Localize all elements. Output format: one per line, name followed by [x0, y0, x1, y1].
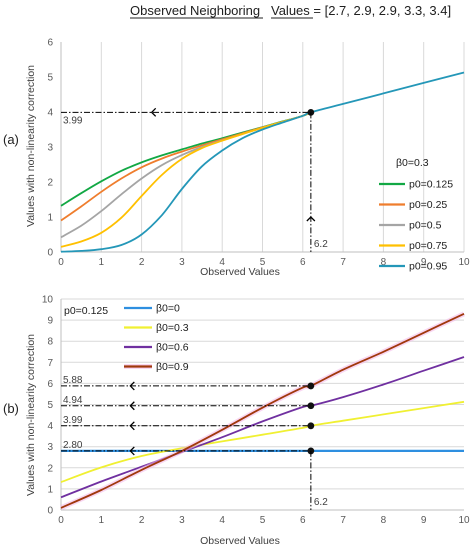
chart-a-annotations: 3.99 6.2	[61, 107, 328, 252]
legend-label: β0=0	[156, 303, 180, 315]
chart-b-series	[59, 311, 466, 511]
chart-b-note: p0=0.125	[64, 305, 108, 317]
legend-label: p0=0.95	[409, 261, 447, 273]
x-tick-label: 7	[340, 257, 346, 268]
legend-label: β0=0.6	[156, 342, 189, 354]
y-tick-label: 6	[47, 379, 53, 390]
y-tick-label: 1	[47, 213, 53, 224]
chart-b-legend: β0=0 β0=0.3 β0=0.6 β0=0.9	[124, 303, 189, 373]
y-tick-label: 6	[47, 38, 53, 49]
x-tick-label: 1	[99, 257, 105, 268]
y-tick-label: 8	[47, 337, 53, 348]
x-tick-label: 1	[99, 515, 105, 526]
chart-b-ylabel: Values with non-linearity correction	[25, 334, 37, 496]
x-tick-label: 9	[421, 257, 427, 268]
chart-b-xlabel: Observed Values	[200, 535, 280, 547]
legend-label: β0=0.9	[156, 361, 189, 373]
series-line	[60, 111, 312, 239]
y-tick-label: 0	[47, 506, 53, 517]
annotation-arrow	[129, 446, 135, 456]
chart-a-legend: β0=0.3 p0=0.125 p0=0.25 p0=0.5 p0=0.75 p0=0.…	[379, 157, 453, 273]
chart-b-ticks: 0 1 2 3 4 5 6 7 8 9 10 0 1 2 3 4 5 6 7 8 9 10	[42, 295, 470, 527]
chart-a-ticks: 0 1 2 3 4 5 6 7 8 9 10 0 1 2 3 4 5 6	[47, 38, 470, 269]
series-line	[60, 111, 312, 222]
x-tick-label: 10	[458, 515, 470, 526]
x-tick-label: 0	[58, 257, 64, 268]
chart-b: (b) 0 1 2 3 4 5 6 7 8 9 10 0 1 2 3 4 5 6 7 8 9 10 5.88 4.94 3.9…	[3, 295, 470, 548]
y-tick-label: 2	[47, 178, 53, 189]
panel-label-a: (a)	[3, 132, 19, 147]
x-tick-label: 6	[300, 515, 306, 526]
chart-a-xlabel: Observed Values	[200, 266, 280, 278]
y-tick-label: 3	[47, 143, 53, 154]
annotation-y-label: 3.99	[63, 415, 83, 426]
annotation-y-label: 3.99	[63, 115, 83, 126]
x-tick-label: 5	[260, 515, 266, 526]
legend-label: p0=0.75	[409, 240, 447, 252]
series-line	[60, 111, 312, 248]
annotation-point	[307, 422, 315, 430]
header-right: Values = [2.7, 2.9, 2.9, 3.3, 3.4]	[271, 3, 451, 18]
chart-a-grid	[60, 42, 465, 252]
y-tick-label: 5	[47, 73, 53, 84]
y-tick-label: 4	[47, 108, 53, 119]
legend-label: β0=0.3	[156, 322, 189, 334]
annotation-arrow	[150, 107, 157, 117]
annotation-point	[307, 382, 315, 390]
legend-label: p0=0.25	[409, 199, 447, 211]
annotation-y-label: 2.80	[63, 440, 83, 451]
chart-a-legend-title: β0=0.3	[396, 157, 429, 169]
x-tick-label: 8	[381, 257, 387, 268]
annotation-arrow-up	[306, 216, 316, 222]
annotation-arrow	[129, 421, 135, 431]
annotation-y-label: 5.88	[63, 375, 83, 386]
series-line	[60, 356, 465, 499]
chart-a-axes	[60, 42, 464, 253]
series-line	[60, 71, 465, 253]
chart-b-axes	[60, 299, 464, 511]
annotation-y-label: 4.94	[63, 395, 83, 406]
y-tick-label: 1	[47, 484, 53, 495]
x-tick-label: 8	[381, 515, 387, 526]
x-tick-label: 0	[58, 515, 64, 526]
annotation-arrow	[129, 401, 135, 411]
y-tick-label: 3	[47, 442, 53, 453]
legend-label: p0=0.125	[409, 179, 453, 191]
x-tick-label: 2	[139, 515, 145, 526]
y-tick-label: 7	[47, 358, 53, 369]
x-tick-label: 6	[300, 257, 306, 268]
chart-a: (a) 0 1 2 3 4 5 6 7 8 9 10 0 1 2 3 4 5 6 3.99 6.2 Observed…	[3, 38, 470, 279]
x-tick-label: 9	[421, 515, 427, 526]
chart-a-ylabel: Values with non-linearity correction	[25, 65, 37, 227]
x-tick-label: 3	[179, 257, 185, 268]
y-tick-label: 2	[47, 463, 53, 474]
x-tick-label: 4	[219, 257, 225, 268]
legend-label: p0=0.5	[409, 220, 442, 232]
x-tick-label: 3	[179, 515, 185, 526]
x-tick-label: 7	[340, 515, 346, 526]
chart-a-series	[60, 71, 465, 253]
x-tick-label: 4	[219, 515, 225, 526]
y-tick-label: 4	[47, 421, 53, 432]
series-line	[60, 312, 465, 509]
y-tick-label: 0	[47, 248, 53, 259]
annotation-x-label: 6.2	[314, 239, 328, 250]
series-line	[60, 400, 465, 483]
annotation-x-label: 6.2	[314, 497, 328, 508]
panel-label-b: (b)	[3, 401, 19, 416]
annotation-point	[307, 402, 315, 410]
x-tick-label: 2	[139, 257, 145, 268]
annotation-arrow	[129, 381, 135, 391]
x-tick-label: 5	[260, 257, 266, 268]
y-tick-label: 5	[47, 400, 53, 411]
y-tick-label: 10	[42, 295, 54, 306]
y-tick-label: 9	[47, 316, 53, 327]
header-left: Observed Neighboring	[130, 3, 260, 18]
x-tick-label: 10	[458, 257, 470, 268]
chart-b-annotations: 5.88 4.94 3.99 2.80 6.2	[61, 375, 328, 510]
